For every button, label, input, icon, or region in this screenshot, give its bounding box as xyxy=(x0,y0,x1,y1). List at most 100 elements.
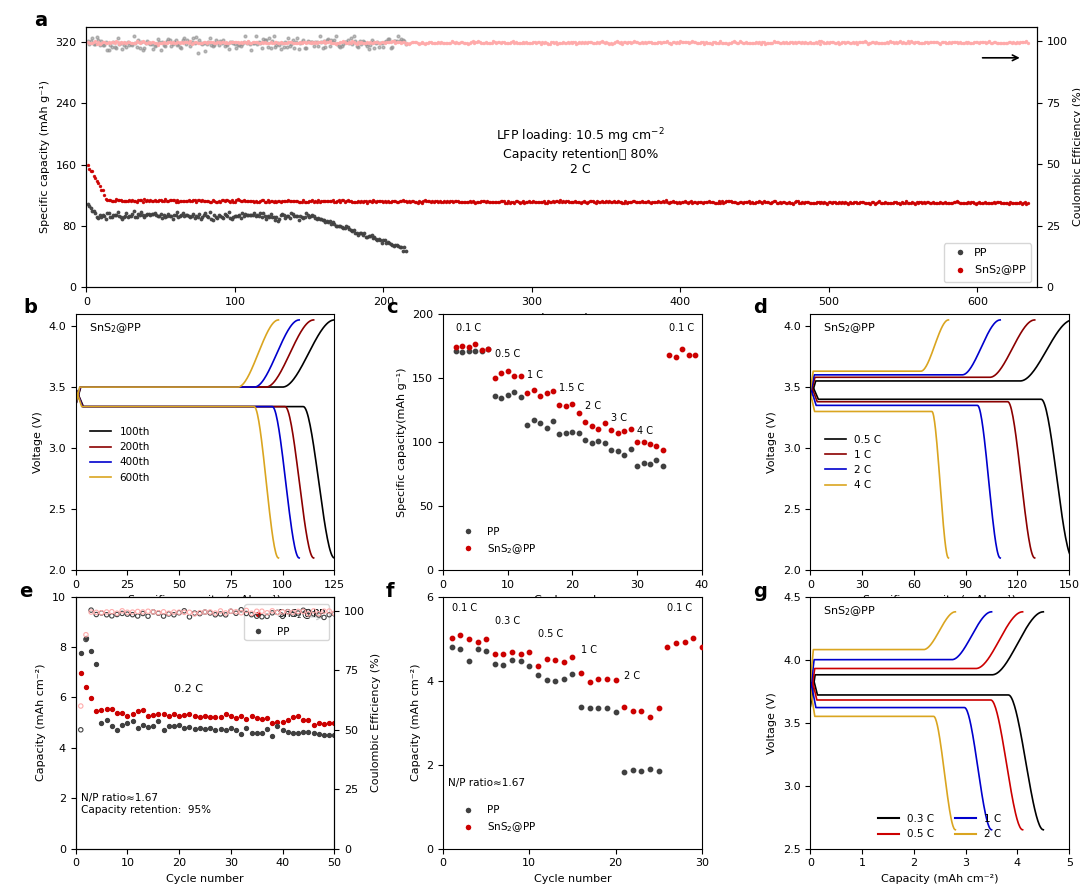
Point xyxy=(197,194,214,208)
Point xyxy=(103,194,120,208)
Point xyxy=(548,194,565,208)
Point xyxy=(516,195,534,210)
Point xyxy=(499,364,516,378)
Point xyxy=(707,36,725,50)
Point xyxy=(336,34,353,49)
Point xyxy=(492,36,510,50)
Point xyxy=(148,208,165,222)
Point xyxy=(946,35,963,50)
Point xyxy=(386,34,403,49)
Point xyxy=(624,763,642,777)
Point xyxy=(233,37,251,51)
Point xyxy=(865,35,882,50)
Point xyxy=(969,34,986,49)
Point xyxy=(121,209,138,223)
Point xyxy=(460,632,477,646)
Point xyxy=(629,195,646,210)
Point xyxy=(464,34,482,49)
Point xyxy=(302,35,320,50)
Point xyxy=(987,196,1004,210)
Point xyxy=(238,721,255,735)
Point xyxy=(650,701,667,715)
1 C xyxy=(805,380,818,391)
Point xyxy=(798,35,815,50)
Point xyxy=(619,195,636,210)
Point xyxy=(232,35,249,50)
Point xyxy=(417,37,434,51)
Point xyxy=(607,673,624,687)
Point xyxy=(480,342,497,356)
Point xyxy=(326,606,343,621)
Point xyxy=(275,194,293,208)
400th xyxy=(202,401,215,412)
Point xyxy=(768,195,785,210)
Point xyxy=(177,35,194,50)
Point xyxy=(320,35,337,50)
Point xyxy=(782,35,799,50)
Point xyxy=(941,34,958,49)
Point xyxy=(973,196,990,210)
Point xyxy=(179,34,197,49)
Point xyxy=(114,194,132,208)
Point xyxy=(113,36,131,50)
Point xyxy=(660,36,677,50)
Point xyxy=(165,720,183,734)
Point xyxy=(415,35,432,50)
Point xyxy=(422,35,440,50)
Point xyxy=(573,35,591,50)
Point xyxy=(245,195,262,210)
Point xyxy=(835,35,852,50)
Point xyxy=(1004,195,1022,210)
Point xyxy=(632,36,649,50)
Point xyxy=(531,416,549,431)
Point xyxy=(106,194,123,208)
Point xyxy=(910,194,928,209)
Point xyxy=(247,194,265,208)
Point xyxy=(315,716,333,730)
Point xyxy=(232,39,249,53)
Point xyxy=(87,705,105,719)
Point xyxy=(603,423,620,437)
Point xyxy=(298,35,315,50)
Point xyxy=(702,36,719,50)
Point xyxy=(460,339,477,354)
Text: d: d xyxy=(754,299,768,317)
Point xyxy=(240,34,257,49)
Point xyxy=(102,193,119,207)
Point xyxy=(124,207,141,221)
Point xyxy=(779,196,796,210)
Point xyxy=(283,34,300,49)
Point xyxy=(397,194,415,209)
Point xyxy=(455,35,472,50)
Point xyxy=(162,39,179,53)
Point xyxy=(78,632,95,646)
Point xyxy=(874,196,891,210)
Point xyxy=(383,238,401,252)
Point xyxy=(280,194,297,208)
600th xyxy=(253,420,266,431)
Point xyxy=(284,207,301,221)
Point xyxy=(274,723,292,737)
Point xyxy=(926,196,943,210)
Point xyxy=(882,196,900,210)
Point xyxy=(759,35,777,50)
Point xyxy=(279,40,296,54)
Point xyxy=(727,194,744,209)
Point xyxy=(268,35,285,50)
Point xyxy=(225,36,242,50)
0.5 C xyxy=(1025,394,1038,405)
Point xyxy=(568,194,585,209)
Point xyxy=(319,213,336,227)
Point xyxy=(590,35,607,50)
Point xyxy=(521,645,538,659)
Point xyxy=(267,40,284,54)
Point xyxy=(570,406,588,420)
Point xyxy=(501,36,518,50)
Y-axis label: Coulombic Efficiency (%): Coulombic Efficiency (%) xyxy=(1074,88,1080,226)
Point xyxy=(130,720,147,735)
Point xyxy=(293,210,310,225)
Point xyxy=(207,35,225,50)
Point xyxy=(239,36,256,50)
Point xyxy=(153,36,171,50)
Point xyxy=(526,194,543,209)
